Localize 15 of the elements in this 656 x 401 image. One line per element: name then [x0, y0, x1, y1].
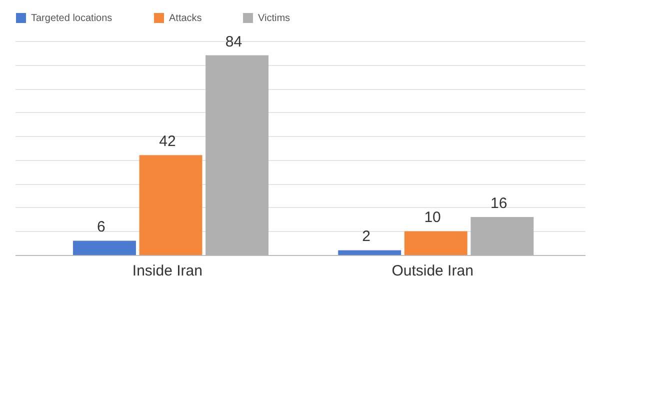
data-label: 16 — [490, 194, 508, 212]
data-label: 2 — [362, 228, 370, 246]
legend-label: Attacks — [169, 13, 202, 24]
bar — [72, 240, 136, 255]
legend-label: Targeted locations — [31, 13, 112, 24]
data-label: 84 — [225, 33, 242, 50]
bar — [139, 155, 202, 255]
bar — [338, 250, 402, 255]
x-tick-label: Outside Iran — [392, 262, 474, 280]
x-tick-label: Inside Iran — [132, 262, 202, 280]
legend-label: Victims — [258, 13, 290, 24]
bar — [404, 231, 468, 255]
data-label: 10 — [424, 209, 441, 226]
data-label: 6 — [96, 218, 106, 236]
data-label: 42 — [159, 133, 176, 150]
